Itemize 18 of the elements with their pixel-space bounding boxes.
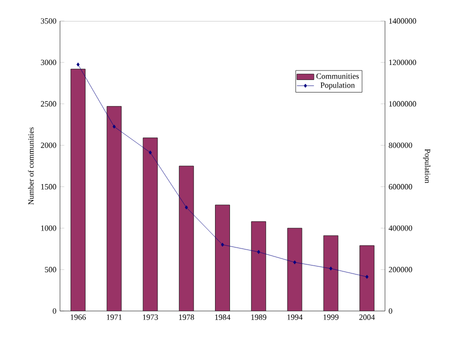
point xyxy=(257,250,260,254)
bar xyxy=(360,245,374,311)
point xyxy=(293,260,296,264)
bar xyxy=(251,222,266,311)
point xyxy=(148,150,152,155)
bar xyxy=(106,106,122,311)
point xyxy=(76,62,80,66)
point xyxy=(329,266,332,271)
point xyxy=(220,242,224,247)
bar xyxy=(324,236,338,311)
point xyxy=(112,124,116,129)
point xyxy=(184,205,188,210)
bar xyxy=(215,204,230,311)
bar xyxy=(70,69,86,311)
bar xyxy=(287,228,302,311)
point xyxy=(365,274,368,279)
bar xyxy=(143,138,158,311)
bar xyxy=(179,166,194,311)
